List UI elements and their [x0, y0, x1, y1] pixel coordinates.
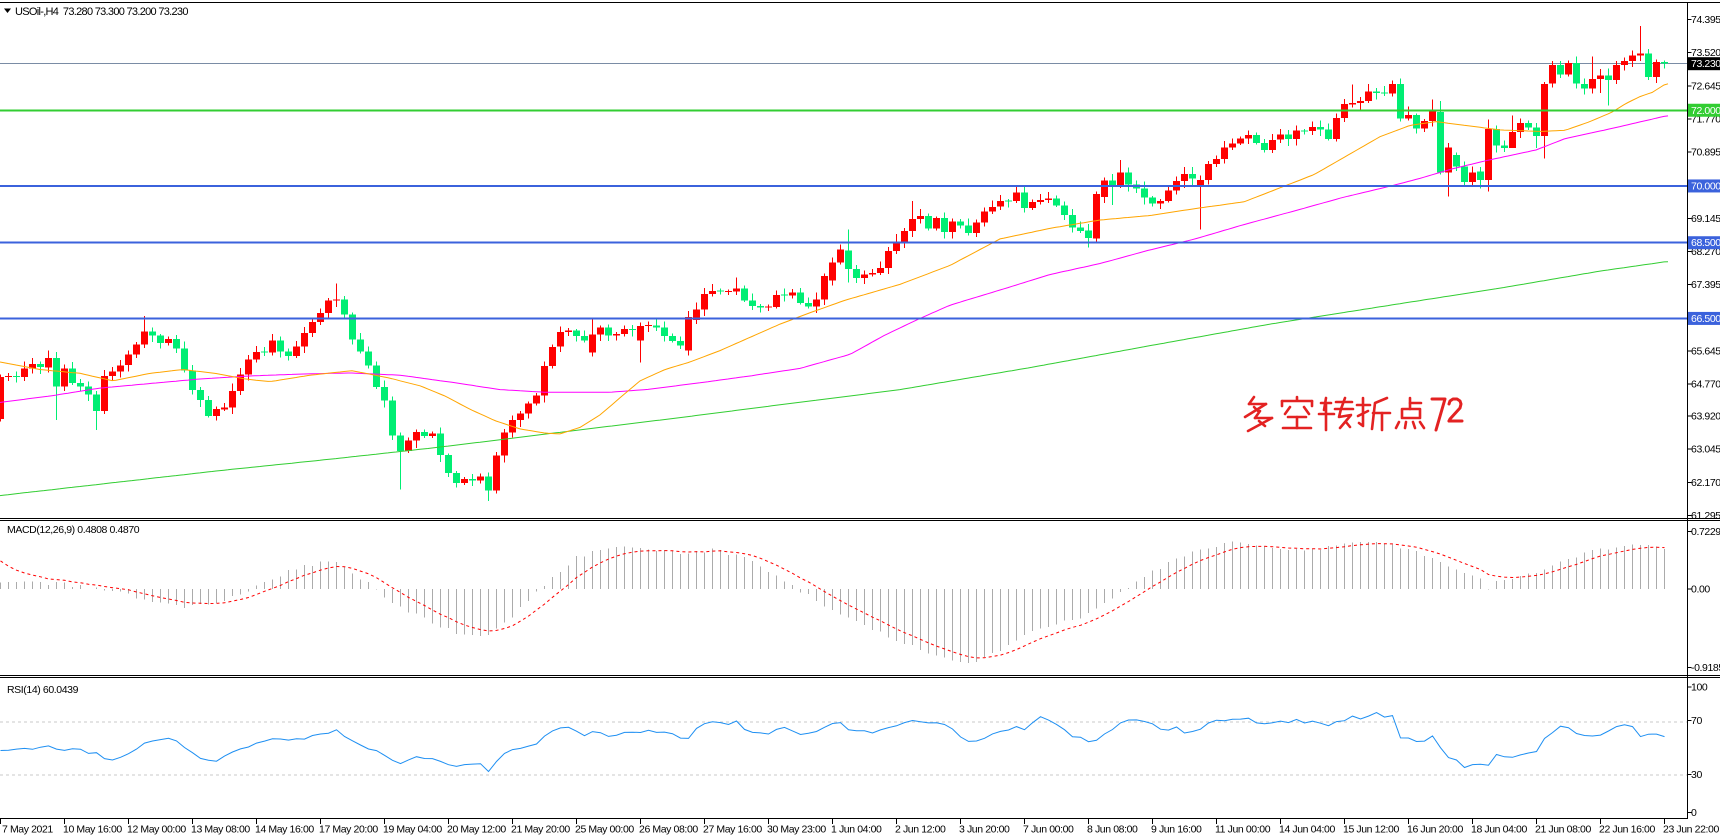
svg-text:16 Jun 20:00: 16 Jun 20:00 [1407, 824, 1463, 836]
svg-text:25 May 00:00: 25 May 00:00 [575, 824, 634, 836]
svg-text:14 May 16:00: 14 May 16:00 [255, 824, 314, 836]
svg-text:27 May 16:00: 27 May 16:00 [703, 824, 762, 836]
svg-text:63.920: 63.920 [1691, 411, 1720, 423]
svg-text:19 May 04:00: 19 May 04:00 [383, 824, 442, 836]
svg-text:2 Jun 12:00: 2 Jun 12:00 [895, 824, 946, 836]
svg-text:70.895: 70.895 [1691, 147, 1720, 159]
svg-text:7 Jun 00:00: 7 Jun 00:00 [1023, 824, 1074, 836]
svg-text:22 Jun 16:00: 22 Jun 16:00 [1599, 824, 1655, 836]
svg-text:RSI(14) 60.0439: RSI(14) 60.0439 [7, 684, 79, 696]
svg-text:-0.9185: -0.9185 [1691, 662, 1720, 674]
svg-text:23 Jun 22:00: 23 Jun 22:00 [1663, 824, 1719, 836]
svg-text:21 Jun 08:00: 21 Jun 08:00 [1535, 824, 1591, 836]
svg-text:13 May 08:00: 13 May 08:00 [191, 824, 250, 836]
svg-text:17 May 20:00: 17 May 20:00 [319, 824, 378, 836]
svg-text:62.170: 62.170 [1691, 477, 1720, 489]
svg-text:0.00: 0.00 [1691, 584, 1710, 596]
svg-text:20 May 12:00: 20 May 12:00 [447, 824, 506, 836]
svg-text:14 Jun 04:00: 14 Jun 04:00 [1279, 824, 1335, 836]
svg-text:63.045: 63.045 [1691, 444, 1720, 456]
svg-text:74.395: 74.395 [1691, 14, 1720, 26]
svg-text:30 May 23:00: 30 May 23:00 [767, 824, 826, 836]
svg-text:68.500: 68.500 [1691, 237, 1720, 249]
svg-text:64.770: 64.770 [1691, 378, 1720, 390]
svg-text:70: 70 [1691, 715, 1702, 727]
svg-text:21 May 20:00: 21 May 20:00 [511, 824, 570, 836]
svg-text:65.645: 65.645 [1691, 345, 1720, 357]
svg-text:61.295: 61.295 [1691, 510, 1720, 522]
svg-text:0.7229: 0.7229 [1691, 526, 1720, 538]
svg-text:26 May 08:00: 26 May 08:00 [639, 824, 698, 836]
svg-text:73.230: 73.230 [1691, 58, 1720, 70]
svg-text:69.145: 69.145 [1691, 213, 1720, 225]
svg-text:12 May 00:00: 12 May 00:00 [127, 824, 186, 836]
svg-text:72.645: 72.645 [1691, 80, 1720, 92]
svg-text:11 Jun 00:00: 11 Jun 00:00 [1215, 824, 1271, 836]
svg-text:67.395: 67.395 [1691, 279, 1720, 291]
svg-text:72.000: 72.000 [1691, 105, 1720, 117]
svg-text:30: 30 [1691, 769, 1702, 781]
svg-text:66.500: 66.500 [1691, 313, 1720, 325]
svg-text:100: 100 [1691, 682, 1708, 694]
svg-text:8 Jun 08:00: 8 Jun 08:00 [1087, 824, 1138, 836]
svg-text:18 Jun 04:00: 18 Jun 04:00 [1471, 824, 1527, 836]
svg-text:70.000: 70.000 [1691, 180, 1720, 192]
svg-text:1 Jun 04:00: 1 Jun 04:00 [831, 824, 882, 836]
svg-text:73.520: 73.520 [1691, 47, 1720, 59]
svg-text:9 Jun 16:00: 9 Jun 16:00 [1151, 824, 1202, 836]
svg-text:0: 0 [1691, 807, 1697, 819]
svg-text:15 Jun 12:00: 15 Jun 12:00 [1343, 824, 1399, 836]
svg-text:3 Jun 20:00: 3 Jun 20:00 [959, 824, 1010, 836]
svg-text:USOil-,H4 73.280 73.300 73.20: USOil-,H4 73.280 73.300 73.200 73.230 [15, 6, 188, 18]
svg-text:7 May 2021: 7 May 2021 [2, 824, 53, 836]
svg-text:10 May 16:00: 10 May 16:00 [63, 824, 122, 836]
svg-text:MACD(12,26,9) 0.4808 0.4870: MACD(12,26,9) 0.4808 0.4870 [7, 524, 140, 536]
